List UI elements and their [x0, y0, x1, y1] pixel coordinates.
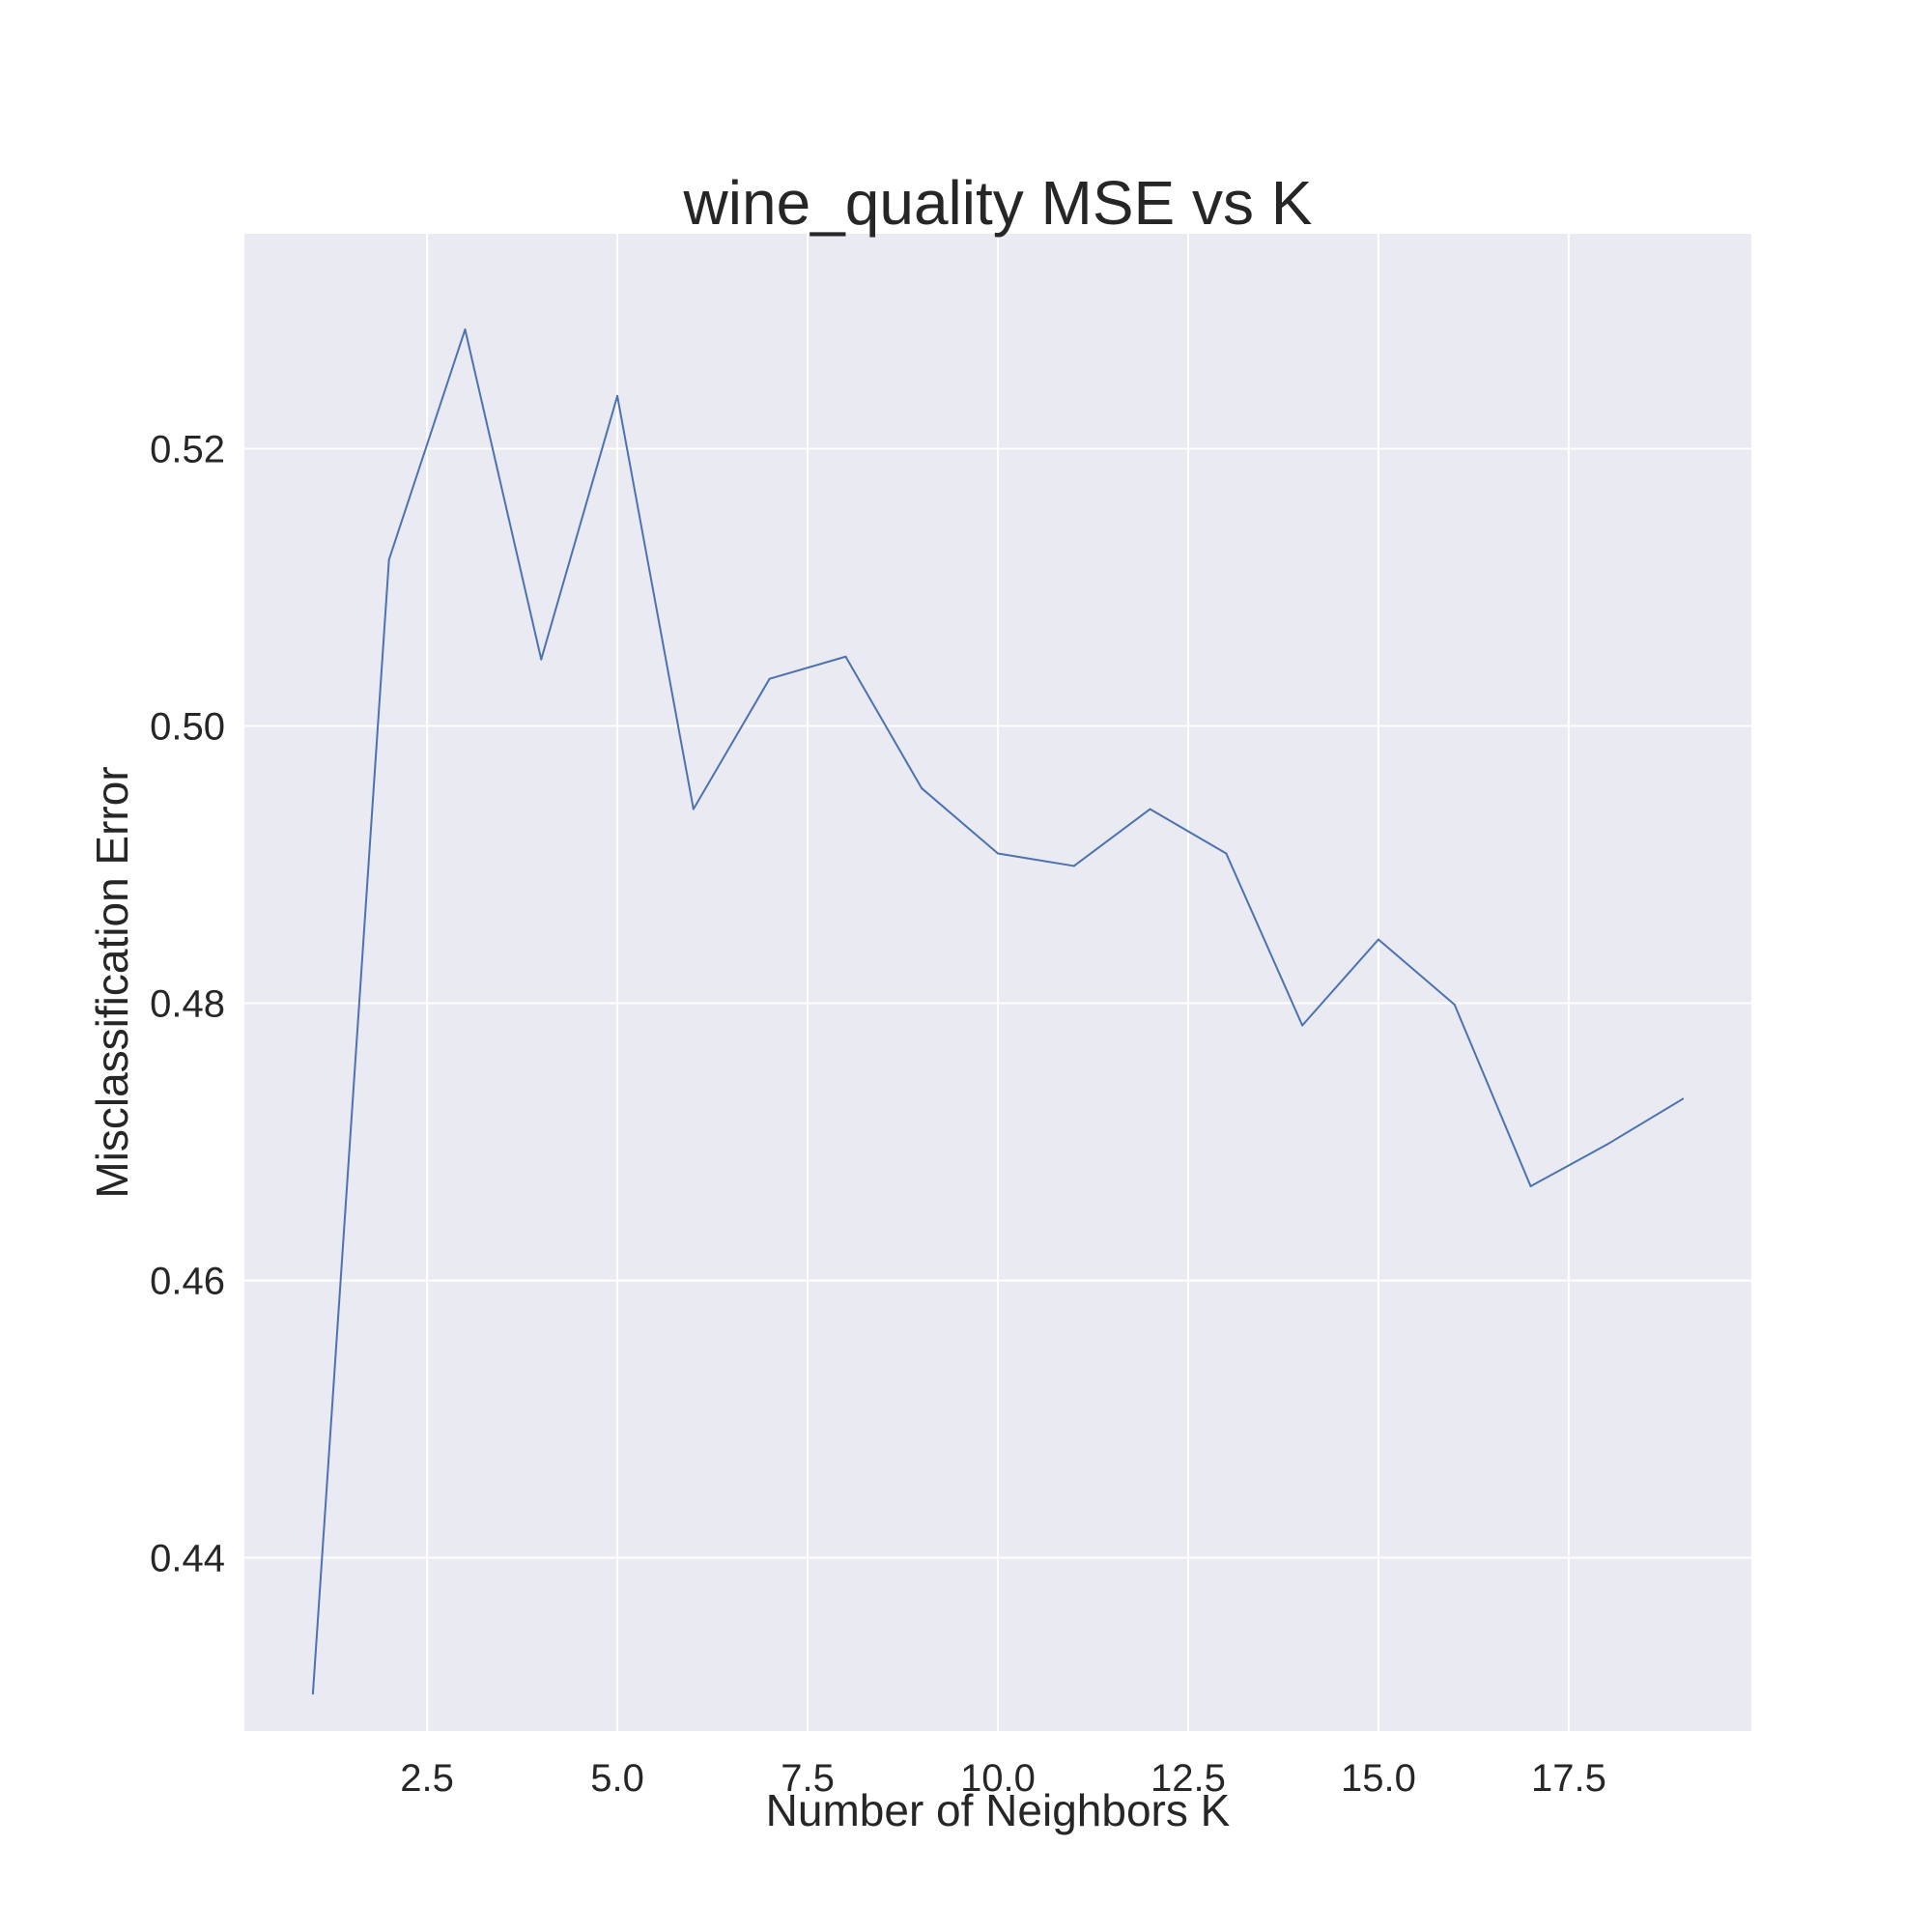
data-point	[768, 677, 771, 680]
y-tick-label: 0.48	[150, 983, 225, 1026]
data-point	[1225, 852, 1228, 855]
data-point	[1072, 865, 1075, 867]
x-tick-label: 15.0	[1341, 1757, 1416, 1800]
y-tick-labels: 0.44 0.46 0.48 0.50 0.52	[150, 428, 225, 1579]
x-axis-label: Number of Neighbors K	[766, 1785, 1231, 1835]
chart-title: wine_quality MSE vs K	[683, 168, 1313, 238]
data-point	[1149, 808, 1151, 810]
series-points	[311, 328, 1685, 1695]
x-tick-label: 5.0	[590, 1757, 644, 1800]
data-point	[540, 658, 543, 661]
data-point	[1605, 1143, 1608, 1146]
y-tick-label: 0.52	[150, 428, 225, 470]
x-tick-labels: 2.5 5.0 7.5 10.0 12.5 15.0 17.5	[400, 1757, 1606, 1800]
y-tick-label: 0.46	[150, 1261, 225, 1303]
data-point	[921, 787, 923, 790]
data-point	[311, 1692, 314, 1695]
data-point	[1377, 938, 1379, 941]
y-tick-label: 0.44	[150, 1538, 225, 1580]
y-tick-label: 0.50	[150, 705, 225, 748]
data-point	[844, 655, 847, 658]
data-point	[616, 394, 619, 397]
y-axis-label: Misclassification Error	[87, 766, 137, 1198]
data-point	[1301, 1024, 1304, 1027]
x-tick-label: 17.5	[1531, 1757, 1606, 1800]
data-point	[1682, 1097, 1685, 1100]
x-tick-label: 10.0	[960, 1757, 1036, 1800]
x-tick-label: 7.5	[781, 1757, 835, 1800]
data-point	[997, 852, 999, 855]
y-gridlines	[244, 447, 1751, 1559]
data-point	[387, 558, 390, 561]
x-gridlines	[426, 234, 1570, 1731]
data-point	[692, 808, 695, 810]
x-tick-label: 2.5	[400, 1757, 454, 1800]
data-point	[1529, 1184, 1532, 1187]
data-point	[464, 328, 467, 331]
x-tick-label: 12.5	[1151, 1757, 1226, 1800]
data-point	[1453, 1003, 1456, 1006]
